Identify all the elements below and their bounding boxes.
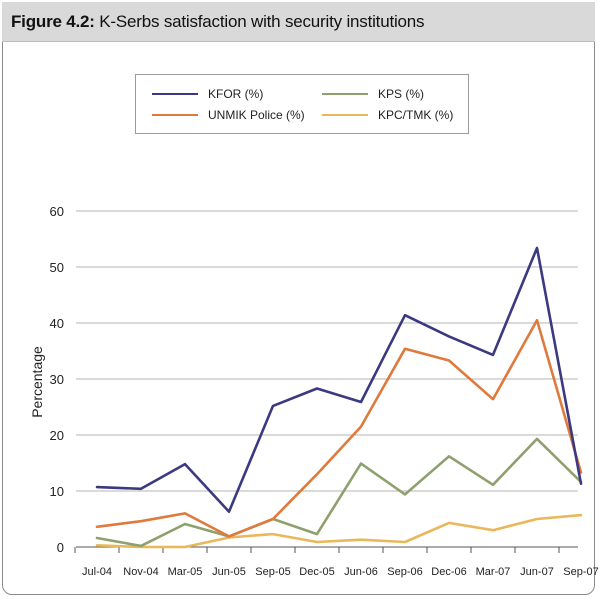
y-tick-label: 20 <box>50 428 64 443</box>
legend-label-kfor: KFOR (%) <box>208 87 264 101</box>
x-tick-label: Jun-07 <box>520 566 554 578</box>
figure-label: Figure 4.2: <box>11 12 95 31</box>
x-tick-label: Nov-04 <box>123 566 158 578</box>
legend-label-unmik: UNMIK Police (%) <box>208 108 305 122</box>
y-tick-label: 10 <box>50 484 64 499</box>
x-tick-label: Sep-05 <box>255 566 290 578</box>
legend-item-unmik: UNMIK Police (%) <box>152 108 305 122</box>
x-tick-label: Mar-07 <box>476 566 511 578</box>
y-tick-label: 0 <box>57 540 64 555</box>
legend-item-kpc: KPC/TMK (%) <box>322 108 453 122</box>
x-tick-label: Sep-07 <box>563 566 598 578</box>
y-tick-label: 40 <box>50 316 64 331</box>
y-tick-label: 50 <box>50 260 64 275</box>
y-tick-label: 60 <box>50 204 64 219</box>
series-line-kpc <box>95 513 583 549</box>
series-line-kfor <box>95 246 583 514</box>
x-tick-label: Sep-06 <box>387 566 422 578</box>
legend-label-kpc: KPC/TMK (%) <box>378 108 454 122</box>
legend-swatch-kfor <box>152 93 198 95</box>
figure-title: K-Serbs satisfaction with security insti… <box>99 12 425 31</box>
figure-caption: Figure 4.2: K-Serbs satisfaction with se… <box>11 12 425 32</box>
series-line-unmik <box>95 318 583 538</box>
legend-item-kps: KPS (%) <box>322 87 424 101</box>
grid-layer <box>76 210 578 492</box>
legend-swatch-kpc <box>322 114 368 116</box>
series-layer <box>95 246 583 549</box>
x-tick-label: Jun-06 <box>344 566 378 578</box>
x-tick-label: Dec-05 <box>299 566 334 578</box>
x-tick-label: Jul-04 <box>82 566 112 578</box>
chart-legend: KFOR (%) UNMIK Police (%) KPS (%) KPC/TM… <box>135 74 469 134</box>
y-axis-label: Percentage <box>29 346 45 418</box>
series-line-kps <box>95 437 583 548</box>
legend-swatch-unmik <box>152 114 198 116</box>
x-tick-label: Jun-05 <box>212 566 246 578</box>
legend-item-kfor: KFOR (%) <box>152 87 263 101</box>
x-tick-label: Dec-06 <box>431 566 466 578</box>
axis-layer: 0 10 20 30 40 50 60 Jul-04 Nov-04 Mar-05 Jun-05 Sep… <box>50 204 599 578</box>
figure-header: Figure 4.2: K-Serbs satisfaction with se… <box>2 2 595 42</box>
legend-label-kps: KPS (%) <box>378 87 425 101</box>
y-tick-label: 30 <box>50 372 64 387</box>
x-tick-label: Mar-05 <box>168 566 203 578</box>
legend-swatch-kps <box>322 93 368 95</box>
